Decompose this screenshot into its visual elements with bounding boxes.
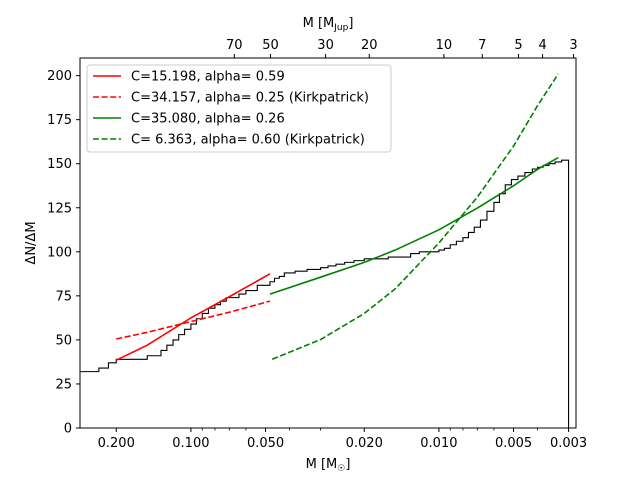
y-tick-label-4: 75 [55,289,72,304]
y-tick-label-8: 175 [47,113,72,128]
x-tick-label-4: 0.020 [346,436,383,451]
top-tick-label-2: 50 [262,38,279,53]
y-tick-label-7: 150 [47,157,72,172]
x-axis-title: M [M☉] [306,457,351,474]
top-tick-label-9: 3 [569,38,577,53]
series-line-3 [269,156,559,295]
y-tick-label-6: 125 [47,201,72,216]
y-tick-label-2: 25 [55,377,72,392]
y-tick-label-3: 50 [55,333,72,348]
histogram-step-line [80,159,570,428]
top-tick-label-8: 4 [538,38,546,53]
x-tick-label-2: 0.100 [172,436,209,451]
x-tick-label-5: 0.010 [420,436,457,451]
series-line-4 [271,73,559,361]
axes: 0.200 0.100 0.050 0.020 0.010 0.005 0.003 0 25 50… [47,38,587,451]
legend: C=15.198, alpha= 0.59 C=34.157, alpha= 0.… [86,64,392,153]
top-tick-label-3: 30 [317,38,334,53]
y-axis-title: ΔN/ΔM [24,221,39,264]
y-tick-label-9: 200 [47,69,72,84]
top-tick-label-7: 5 [514,38,522,53]
legend-box [86,64,392,153]
top-axis-title: M [MJup] [303,16,354,33]
series-line-2 [116,300,271,340]
top-tick-label-6: 7 [478,38,486,53]
plot-area [80,73,570,428]
axes-frame [79,57,577,429]
series-line-1 [115,273,271,361]
top-tick-label-1: 70 [226,38,243,53]
top-tick-label-5: 10 [436,38,453,53]
legend-label-3: C=35.080, alpha= 0.26 [131,112,285,127]
x-tick-label-6: 0.005 [495,436,532,451]
x-tick-label-3: 0.050 [247,436,284,451]
legend-label-2: C=34.157, alpha= 0.25 (Kirkpatrick) [131,91,369,106]
y-tick-label-1: 0 [64,422,72,437]
x-tick-label-1: 0.200 [98,436,135,451]
legend-label-4: C= 6.363, alpha= 0.60 (Kirkpatrick) [131,133,365,148]
y-tick-label-5: 100 [47,245,72,260]
x-tick-label-7: 0.003 [550,436,587,451]
legend-label-1: C=15.198, alpha= 0.59 [131,70,285,85]
top-tick-label-4: 20 [361,38,378,53]
